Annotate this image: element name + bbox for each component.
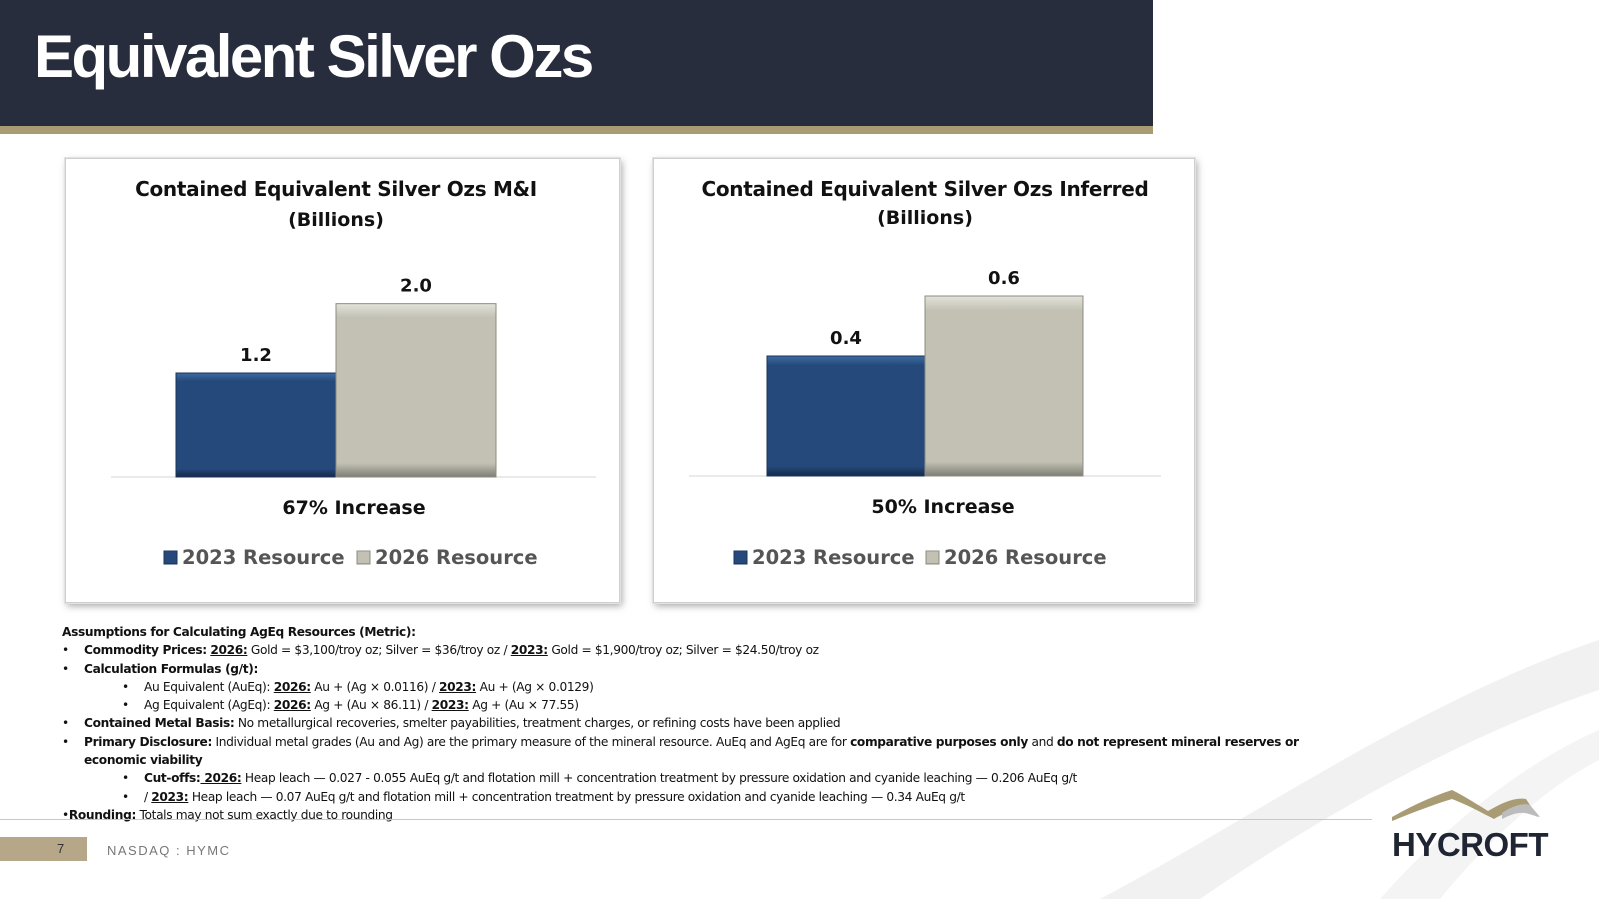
note-commodity-prices: • Commodity Prices: 2026: Gold = $3,100/… [62,641,1332,659]
chart-mi: Contained Equivalent Silver Ozs M&I (Bill… [111,177,596,569]
bullet-icon: • [122,771,129,786]
basis-label: Contained Metal Basis: [84,716,235,731]
note-contained-metal-basis: • Contained Metal Basis: No metallurgica… [62,714,1332,732]
bullet-icon: • [62,643,69,658]
bullet-icon: • [122,789,129,804]
ag-eq-2026-label: 2026: [273,698,311,713]
data-label: 2.0 [400,276,432,297]
footer-ticker: NASDAQ : HYMC [107,843,231,858]
disclosure-label: Primary Disclosure: [84,734,212,749]
bar-2023-resource [175,372,337,478]
data-label: 1.2 [240,345,272,366]
legend-label: 2026 Resource [375,546,538,569]
rounding-label: Rounding: [68,807,136,822]
note-cutoffs-2023: • / 2023: Heap leach — 0.07 AuEq g/t and… [62,788,1332,806]
au-eq-2026-text: Au + (Ag × 0.0116) / [310,679,440,694]
cutoffs-2026-label: 2026: [200,771,242,786]
chart-subtitle: (Billions) [288,209,384,231]
note-ag-equivalent: • Ag Equivalent (AgEq): 2026: Ag + (Au ×… [62,696,1332,714]
notes-heading: Assumptions for Calculating AgEq Resourc… [62,625,416,639]
legend-swatch-icon [925,550,940,565]
legend-swatch-icon [163,550,178,565]
legend-label: 2023 Resource [182,546,345,569]
chart-inferred: Contained Equivalent Silver Ozs Inferred… [689,177,1161,569]
disclosure-bold-reserves: do not represent mineral reserves or eco… [84,734,1299,768]
disclosure-mid: and [1027,734,1057,749]
cutoffs-label: Cut-offs: [144,771,201,786]
commodity-2023-label: 2023: [510,643,548,658]
bullet-icon: • [122,698,129,713]
bullet-icon: • [62,716,69,731]
bar-2026-resource [335,303,497,478]
title-bar [0,0,1153,126]
cutoffs-2023-prefix: / [144,789,152,804]
ag-eq-2023-label: 2023: [431,698,469,713]
commodity-2026-label: 2026: [210,643,248,658]
increase-annotation: 50% Increase [871,496,1014,518]
footer-rule [0,819,1372,820]
legend-swatch-icon [356,550,371,565]
hycroft-mountain-logo-icon [1392,790,1540,821]
cutoffs-2023-text: Heap leach — 0.07 AuEq g/t and flotation… [188,789,965,804]
increase-annotation: 67% Increase [282,497,425,519]
ag-eq-2023-text: Ag + (Au × 77.55) [468,698,579,713]
legend-swatch-icon [733,550,748,565]
chart-subtitle: (Billions) [877,207,973,229]
bullet-icon: • [122,679,129,694]
rounding-bullet: • [62,807,69,822]
bar-2026-resource [924,295,1084,477]
au-eq-prefix: Au Equivalent (AuEq): [144,679,274,694]
au-eq-2023-label: 2023: [439,679,477,694]
logo-text: HYCROFT [1392,826,1549,863]
disclosure-bold-comparative: comparative purposes only [850,734,1028,749]
note-au-equivalent: • Au Equivalent (AuEq): 2026: Au + (Ag ×… [62,678,1332,696]
formulas-label: Calculation Formulas (g/t): [84,661,258,676]
page-number: 7 [57,841,65,856]
au-eq-2023-text: Au + (Ag × 0.0129) [476,679,594,694]
commodity-2026-text: Gold = $3,100/troy oz; Silver = $36/troy… [247,643,511,658]
assumptions-notes: Assumptions for Calculating AgEq Resourc… [62,623,1332,824]
page-number-box: 7 [0,837,87,861]
slide-title: Equivalent Silver Ozs [34,23,594,90]
note-calculation-formulas: • Calculation Formulas (g/t): [62,660,1332,678]
bullet-icon: • [62,661,69,676]
cutoffs-2023-label: 2023: [151,789,189,804]
bar-2023-resource [766,355,926,477]
bullet-icon: • [62,734,69,749]
commodity-label: Commodity Prices: [84,643,207,658]
au-eq-2026-label: 2026: [273,679,311,694]
data-label: 0.6 [988,268,1020,289]
commodity-2023-text: Gold = $1,900/troy oz; Silver = $24.50/t… [547,643,819,658]
basis-text: No metallurgical recoveries, smelter pay… [234,716,841,731]
note-rounding: •Rounding: Totals may not sum exactly du… [62,806,1332,824]
legend-label: 2023 Resource [752,546,915,569]
note-cutoffs-2026: • Cut-offs: 2026: Heap leach — 0.027 - 0… [62,769,1332,787]
legend-label: 2026 Resource [944,546,1107,569]
chart-panel-inferred: Contained Equivalent Silver Ozs Inferred… [653,158,1195,603]
ag-eq-2026-text: Ag + (Au × 86.11) / [310,698,432,713]
chart-title: Contained Equivalent Silver Ozs M&I [135,177,537,201]
note-primary-disclosure: • Primary Disclosure: Individual metal g… [62,733,1334,770]
ag-eq-prefix: Ag Equivalent (AgEq): [144,698,274,713]
cutoffs-2026-text: Heap leach — 0.027 - 0.055 AuEq g/t and … [241,771,1077,786]
disclosure-text: Individual metal grades (Au and Ag) are … [212,734,851,749]
rounding-text: Totals may not sum exactly due to roundi… [135,807,394,822]
chart-title: Contained Equivalent Silver Ozs Inferred [701,177,1148,201]
chart-panel-mi: Contained Equivalent Silver Ozs M&I (Bill… [65,158,620,603]
data-label: 0.4 [830,328,862,349]
title-accent-rule [0,126,1153,134]
